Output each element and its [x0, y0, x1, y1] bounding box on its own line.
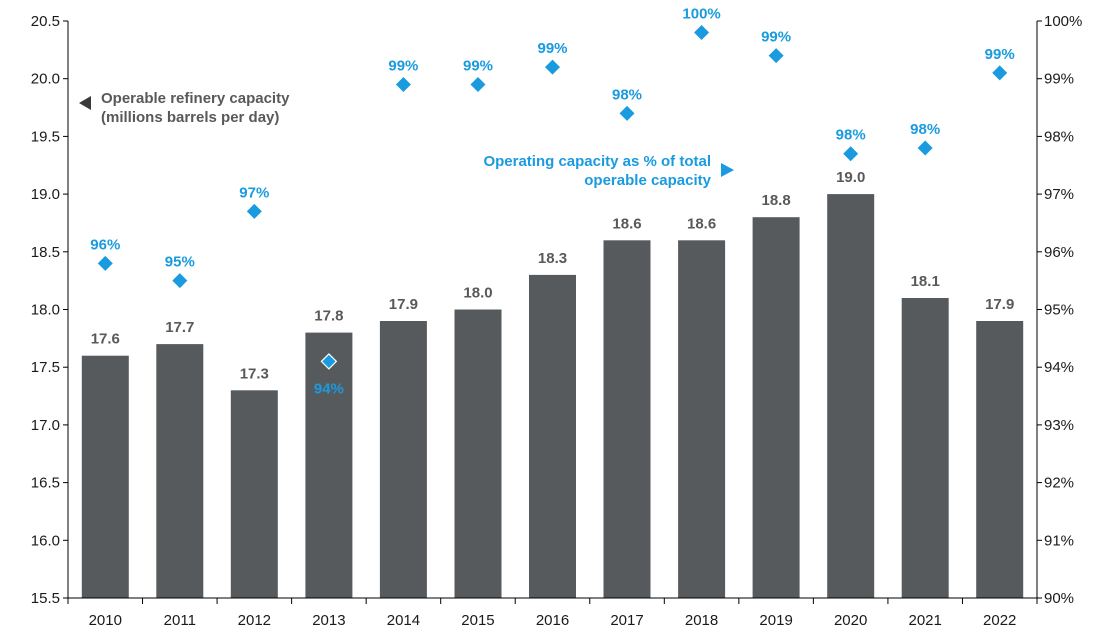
x-tick-label-2021: 2021 [909, 612, 942, 629]
y-left-tick-label: 19.0 [31, 186, 60, 203]
bar-2018 [678, 240, 726, 599]
marker-2015 [470, 76, 486, 92]
bar-label-2021: 18.1 [911, 273, 940, 290]
marker-label-2020: 98% [836, 127, 866, 144]
bar-2022 [976, 321, 1024, 598]
y-right-tick-label: 92% [1044, 475, 1074, 492]
annotations-layer: Operable refinery capacity (millions bar… [79, 90, 734, 189]
bars-layer: 17.6 17.7 17.3 17.8 17.9 18.0 18.3 18.6 18.6 18.8… [81, 169, 1024, 599]
x-tick-label-2013: 2013 [312, 612, 345, 629]
x-tick-label-2010: 2010 [89, 612, 122, 629]
bar-label-2017: 18.6 [612, 215, 641, 232]
bar-label-2011: 17.7 [165, 319, 194, 336]
bar-label-2020: 19.0 [836, 169, 865, 186]
marker-2016 [545, 59, 560, 75]
bar-label-2013: 17.8 [314, 308, 343, 325]
left-annotation-line-2: (millions barrels per day) [101, 109, 279, 126]
marker-label-2018: 100% [682, 6, 720, 23]
left-annotation-line-1: Operable refinery capacity [101, 90, 290, 107]
bar-label-2019: 18.8 [761, 192, 790, 209]
marker-2010 [97, 255, 113, 271]
marker-label-2022: 99% [985, 46, 1015, 63]
y-right-tick-label: 97% [1044, 186, 1074, 203]
bar-2021 [901, 298, 949, 598]
left-axis-arrow-icon [79, 96, 91, 110]
y-left-tick-label: 18.5 [31, 244, 60, 261]
y-left-tick-label: 19.5 [31, 128, 60, 145]
x-tick-label-2012: 2012 [238, 612, 271, 629]
bar-label-2018: 18.6 [687, 215, 716, 232]
marker-2022 [992, 65, 1008, 81]
bar-2014 [379, 321, 427, 598]
marker-2018 [694, 25, 710, 41]
x-tick-label-2019: 2019 [759, 612, 792, 629]
y-left-tick-label: 17.5 [31, 359, 60, 376]
marker-2014 [395, 76, 411, 92]
marker-label-2019: 99% [761, 29, 791, 46]
y-right-tick-label: 96% [1044, 244, 1074, 261]
bar-label-2016: 18.3 [538, 250, 567, 267]
bar-label-2015: 18.0 [463, 285, 492, 302]
x-tick-label-2022: 2022 [983, 612, 1016, 629]
axes-layer: 15.5 16.0 16.5 17.0 17.5 18.0 18.5 19.0 19.5 20.0… [31, 13, 1083, 629]
marker-label-2013: 94% [314, 380, 344, 397]
marker-2011 [172, 273, 188, 289]
x-tick-label-2020: 2020 [834, 612, 867, 629]
y-left-tick-label: 15.5 [31, 590, 60, 607]
bar-label-2022: 17.9 [985, 296, 1014, 313]
marker-label-2014: 99% [388, 58, 418, 75]
x-tick-label-2016: 2016 [536, 612, 569, 629]
y-right-tick-label: 93% [1044, 417, 1074, 434]
bar-2012 [230, 390, 278, 598]
bar-label-2014: 17.9 [389, 296, 418, 313]
bar-2011 [156, 344, 204, 598]
y-left-tick-label: 17.0 [31, 417, 60, 434]
y-left-tick-label: 20.0 [31, 71, 60, 88]
marker-label-2021: 98% [910, 121, 940, 138]
bar-2017 [603, 240, 651, 599]
marker-label-2015: 99% [463, 58, 493, 75]
marker-label-2017: 98% [612, 86, 642, 103]
marker-label-2010: 96% [90, 236, 120, 253]
x-tick-label-2017: 2017 [610, 612, 643, 629]
right-annotation-line-1: Operating capacity as % of total [483, 153, 711, 170]
right-annotation-line-2: operable capacity [584, 172, 711, 189]
marker-label-2012: 97% [239, 184, 269, 201]
marker-label-2011: 95% [165, 254, 195, 271]
marker-2019 [768, 48, 784, 64]
y-right-tick-label: 98% [1044, 128, 1074, 145]
x-tick-label-2014: 2014 [387, 612, 420, 629]
marker-2017 [619, 105, 635, 121]
x-tick-label-2018: 2018 [685, 612, 718, 629]
y-right-tick-label: 100% [1044, 13, 1082, 30]
markers-layer: 96% 95% 97% 94% 99% 99% 99% 98% 100% 99% 98% 98% 99% [90, 6, 1014, 398]
y-left-tick-label: 16.0 [31, 532, 60, 549]
x-tick-label-2011: 2011 [164, 612, 196, 629]
y-right-tick-label: 91% [1044, 532, 1074, 549]
bar-2015 [454, 309, 502, 598]
bar-2020 [827, 194, 875, 598]
bar-2013 [305, 332, 353, 598]
y-right-tick-label: 94% [1044, 359, 1074, 376]
marker-label-2016: 99% [537, 40, 567, 57]
marker-2012 [246, 203, 262, 219]
bar-2010 [81, 355, 129, 598]
y-right-tick-label: 90% [1044, 590, 1074, 607]
y-left-tick-label: 16.5 [31, 475, 60, 492]
marker-2020 [843, 146, 859, 162]
marker-2021 [917, 140, 933, 156]
x-tick-label-2015: 2015 [461, 612, 494, 629]
bar-label-2012: 17.3 [240, 365, 269, 382]
bar-label-2010: 17.6 [91, 331, 120, 348]
y-left-tick-label: 18.0 [31, 302, 60, 319]
y-left-tick-label: 20.5 [31, 13, 60, 30]
right-axis-arrow-icon [721, 163, 734, 177]
marker-2013 [320, 353, 338, 370]
bar-2016 [529, 274, 576, 598]
bar-2019 [752, 217, 800, 598]
y-right-tick-label: 95% [1044, 302, 1074, 319]
y-right-tick-label: 99% [1044, 71, 1074, 88]
